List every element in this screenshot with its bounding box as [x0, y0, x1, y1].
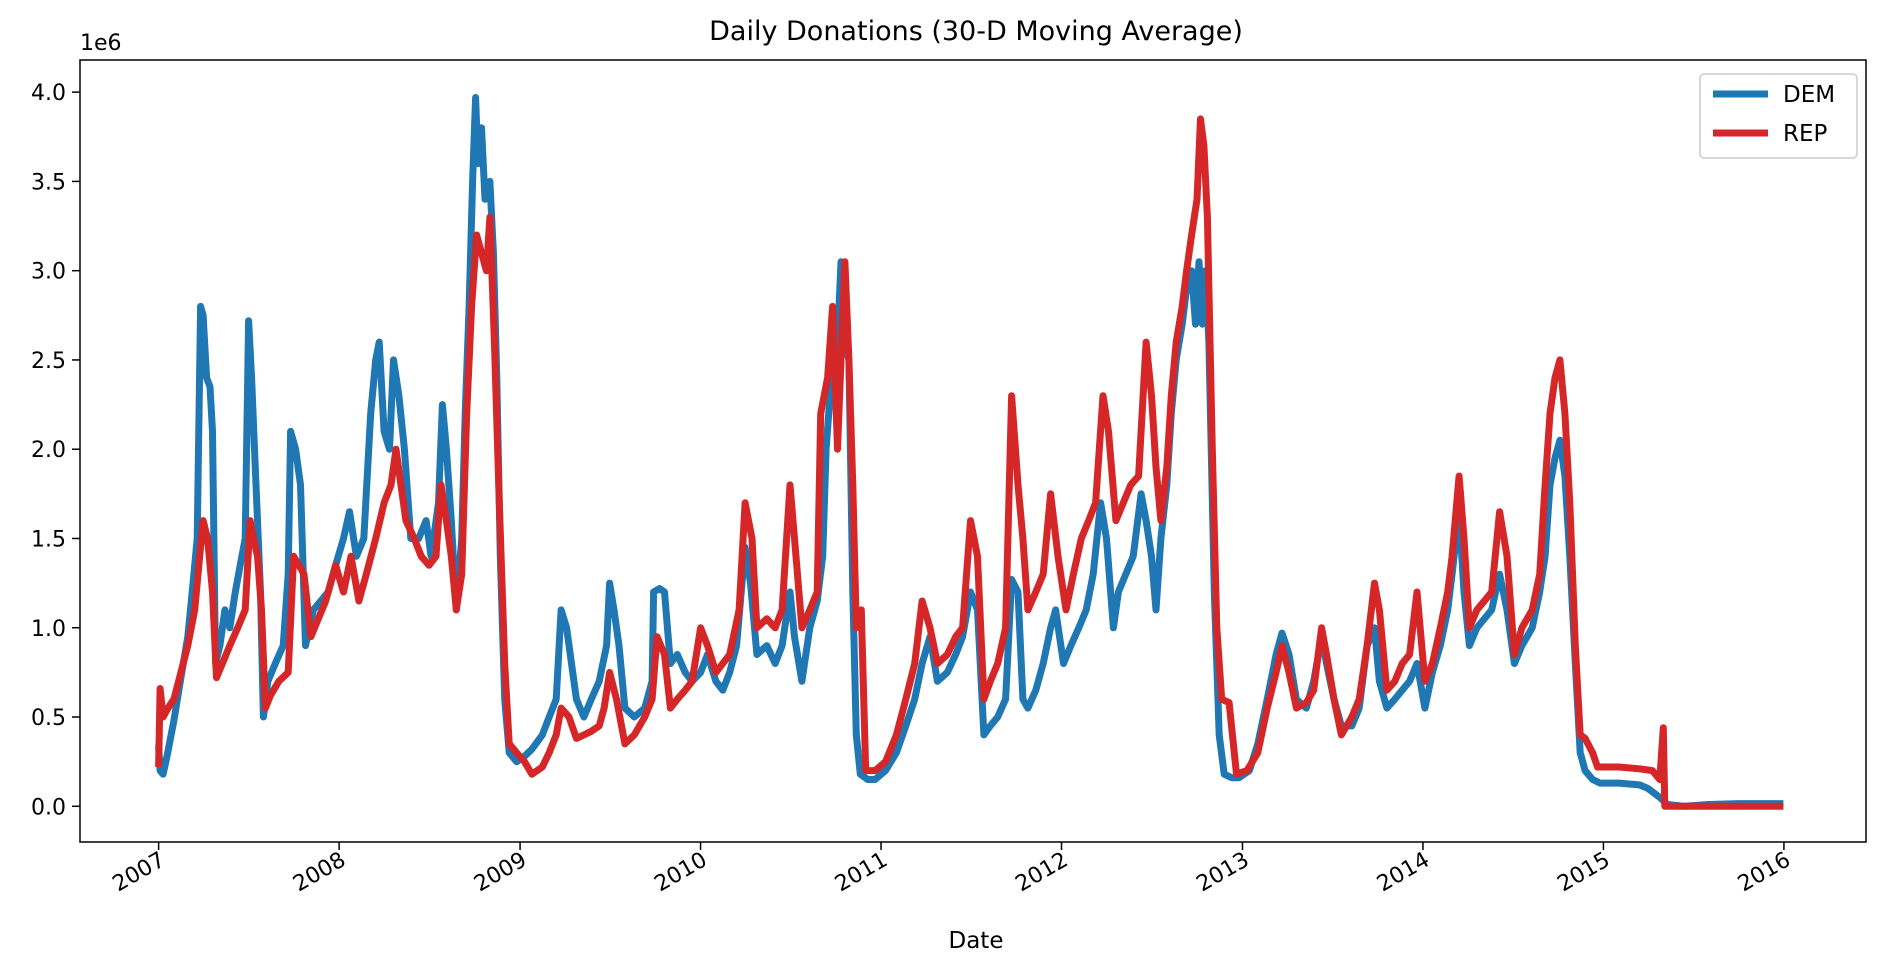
x-axis-label: Date: [949, 928, 1004, 954]
y-offset-label: 1e6: [80, 31, 122, 56]
y-tick-label: 3.0: [31, 260, 66, 285]
y-tick-label: 1.5: [31, 527, 66, 552]
y-axis: 0.0 0.5 1.0 1.5 2.0 2.5 3.0 3.5 4.0: [31, 81, 80, 820]
series-line-rep: [155, 115, 1784, 810]
legend-label-rep: REP: [1783, 121, 1828, 147]
series-layer: [155, 94, 1784, 810]
y-tick-label: 2.0: [31, 438, 66, 463]
y-tick-label: 0.5: [31, 706, 66, 731]
y-tick-label: 0.0: [31, 795, 66, 820]
y-tick-label: 2.5: [31, 349, 66, 374]
legend: DEM REP: [1699, 73, 1858, 159]
chart-title: Daily Donations (30-D Moving Average): [709, 16, 1243, 47]
series-line-dem: [155, 94, 1784, 810]
axes-frame: [79, 59, 1867, 843]
legend-label-dem: DEM: [1783, 82, 1835, 108]
y-tick-label: 4.0: [31, 81, 66, 106]
y-tick-label: 3.5: [31, 170, 66, 195]
y-tick-label: 1.0: [31, 617, 66, 642]
